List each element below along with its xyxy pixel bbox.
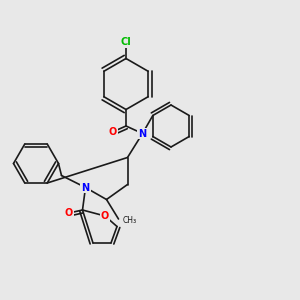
- Text: O: O: [101, 211, 109, 221]
- Text: O: O: [65, 208, 73, 218]
- Text: CH₃: CH₃: [123, 216, 137, 225]
- Text: O: O: [108, 127, 117, 137]
- Text: N: N: [138, 128, 147, 139]
- Text: N: N: [81, 182, 90, 193]
- Text: Cl: Cl: [121, 37, 131, 47]
